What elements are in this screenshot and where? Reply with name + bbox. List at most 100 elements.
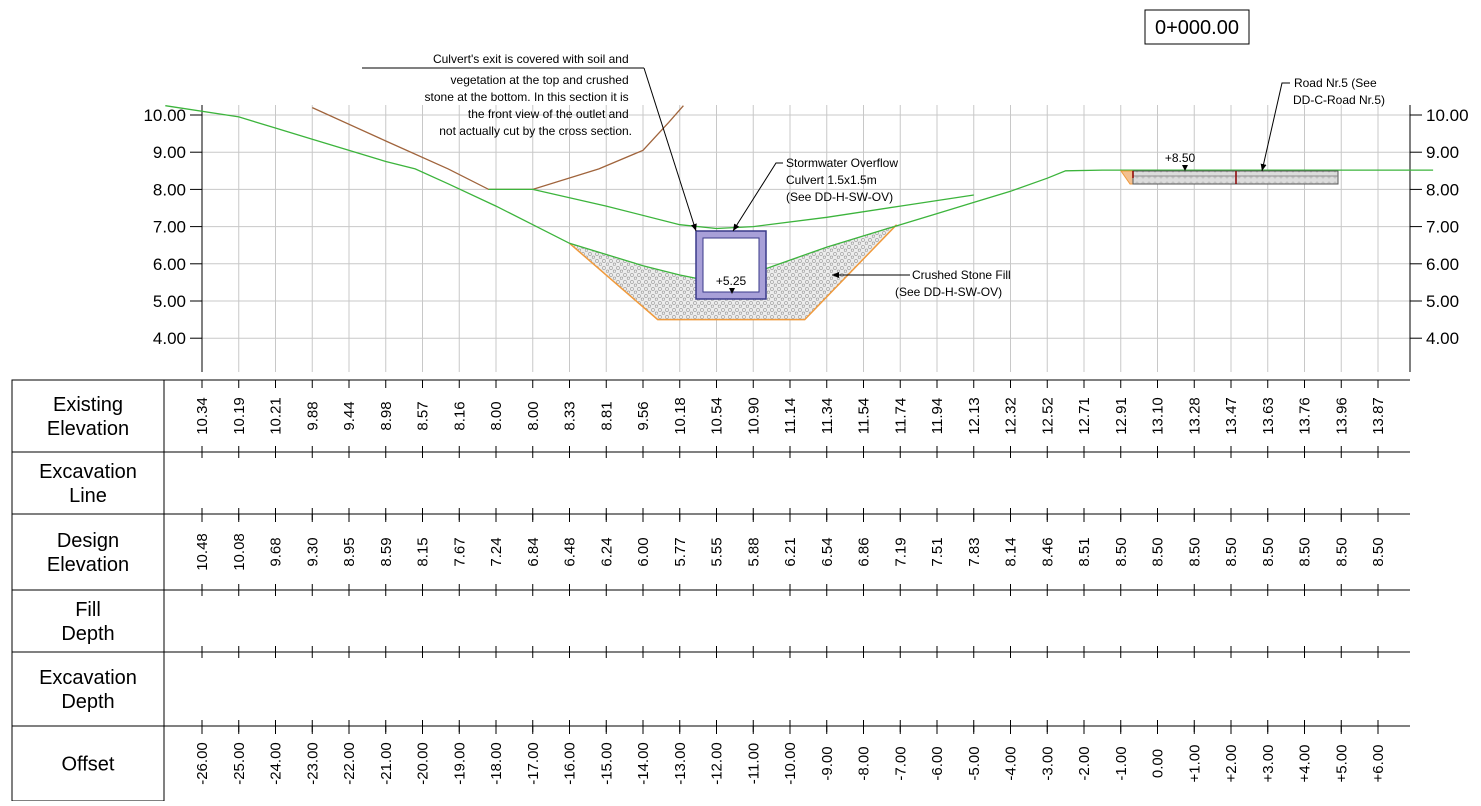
table-cell: -12.00	[709, 742, 726, 785]
row-label: Offset	[62, 754, 115, 776]
elevation-label-right: 10.00	[1426, 106, 1469, 125]
table-cell: 11.74	[892, 398, 909, 434]
table-cell: -9.00	[819, 746, 836, 780]
row-label: Line	[69, 485, 107, 507]
table-cell: -26.00	[194, 742, 211, 785]
table-cell: 5.55	[709, 537, 726, 566]
table-cell: -4.00	[1003, 746, 1020, 780]
table-cell: +1.00	[1186, 745, 1203, 783]
table-cell: 11.34	[819, 398, 836, 434]
table-cell: 13.47	[1223, 397, 1240, 435]
table-cell: 8.50	[1260, 537, 1277, 566]
table-cell: -19.00	[451, 742, 468, 785]
table-cell: 8.00	[525, 401, 542, 430]
station-box	[1144, 9, 1250, 45]
table-cell: 8.46	[1039, 537, 1056, 566]
table-cell: 6.84	[525, 537, 542, 566]
row-label: Excavation	[39, 667, 137, 689]
elevation-label-left: 4.00	[153, 329, 186, 348]
table-cell: 12.32	[1003, 397, 1020, 435]
table-cell: 8.50	[1297, 537, 1314, 566]
table-cell: 8.15	[415, 537, 432, 566]
table-cell: 8.50	[1223, 537, 1240, 566]
table-cell: 8.33	[562, 401, 579, 430]
table-cell: 10.21	[268, 397, 285, 435]
stormwater-culvert-note: Stormwater Overflow Culvert 1.5x1.5m (Se…	[786, 156, 901, 204]
road-level-label: +8.50	[1165, 151, 1196, 165]
row-label: Excavation	[39, 461, 137, 483]
table-cell: -15.00	[598, 742, 615, 785]
culvert-level-label: +5.25	[716, 274, 747, 288]
table-cell: 9.44	[341, 401, 358, 430]
elevation-label-left: 7.00	[153, 218, 186, 237]
table-cell: -18.00	[488, 742, 505, 785]
table-cell: 13.76	[1297, 397, 1314, 435]
table-cell: 10.34	[194, 397, 211, 435]
table-cell: 12.71	[1076, 397, 1093, 435]
elevation-label-right: 7.00	[1426, 218, 1459, 237]
table-cell: 11.14	[782, 398, 799, 434]
row-label-box	[11, 651, 165, 727]
table-cell: -5.00	[966, 746, 983, 780]
table-cell: 8.81	[598, 401, 615, 430]
table-cell: 8.98	[378, 401, 395, 430]
culvert-level-marker	[729, 288, 735, 294]
table-cell: 5.77	[672, 537, 689, 566]
row-label: Elevation	[47, 418, 129, 440]
table-cell: 8.50	[1186, 537, 1203, 566]
table-cell: -24.00	[268, 742, 285, 785]
elevation-label-left: 5.00	[153, 292, 186, 311]
table-cell: -20.00	[415, 742, 432, 785]
annotations: Culvert's exit is covered with soil and …	[362, 52, 1385, 299]
table-cell: 6.00	[635, 537, 652, 566]
table-cell: 7.51	[929, 537, 946, 566]
table-cell: 6.86	[856, 537, 873, 566]
table-cell: 9.68	[268, 537, 285, 566]
table-cell: 8.59	[378, 537, 395, 566]
table-cell: 8.50	[1333, 537, 1350, 566]
table-cell: 9.88	[304, 401, 321, 430]
row-label: Depth	[61, 691, 114, 713]
row-label: Depth	[61, 623, 114, 645]
table-cell: 12.52	[1039, 397, 1056, 435]
table-cell: 11.94	[929, 398, 946, 434]
design-grade-line	[488, 188, 974, 230]
table-cell: +2.00	[1223, 745, 1240, 783]
row-label: Existing	[53, 394, 123, 416]
row-label: Fill	[75, 599, 101, 621]
table-cell: 13.87	[1370, 397, 1387, 435]
table-cell: -23.00	[304, 742, 321, 785]
table-cell: -3.00	[1039, 746, 1056, 780]
fill-outline	[569, 224, 898, 321]
table-cell: 11.54	[856, 398, 873, 434]
table-cell: 7.19	[892, 537, 909, 566]
elevation-label-right: 8.00	[1426, 180, 1459, 199]
row-label: Elevation	[47, 554, 129, 576]
table-cell: 10.90	[745, 397, 762, 435]
elevation-label-right: 4.00	[1426, 329, 1459, 348]
road-section: +8.50	[1120, 151, 1339, 185]
crushed-stone-note: Crushed Stone Fill (See DD-H-SW-OV)	[895, 268, 1014, 299]
table-cell: -7.00	[892, 746, 909, 780]
table-cell: 8.16	[451, 401, 468, 430]
elevation-label-left: 10.00	[143, 106, 186, 125]
row-label-box	[11, 589, 165, 653]
elevation-label-right: 5.00	[1426, 292, 1459, 311]
table-cell: 10.48	[194, 533, 211, 571]
table-cell: -13.00	[672, 742, 689, 785]
table-cell: 6.54	[819, 537, 836, 566]
table-cell: 13.28	[1186, 397, 1203, 435]
elevation-label-left: 8.00	[153, 180, 186, 199]
table-cell: 8.14	[1003, 537, 1020, 566]
table-cell: 8.95	[341, 537, 358, 566]
elevation-label-left: 9.00	[153, 143, 186, 162]
table-cell: 5.88	[745, 537, 762, 566]
elevation-grid	[201, 105, 1410, 372]
table-cell: 9.30	[304, 537, 321, 566]
table-cell: 12.13	[966, 397, 983, 435]
table-cell: +3.00	[1260, 745, 1277, 783]
table-cell: -17.00	[525, 742, 542, 785]
table-cell: -1.00	[1113, 746, 1130, 780]
elevation-label-right: 9.00	[1426, 143, 1459, 162]
